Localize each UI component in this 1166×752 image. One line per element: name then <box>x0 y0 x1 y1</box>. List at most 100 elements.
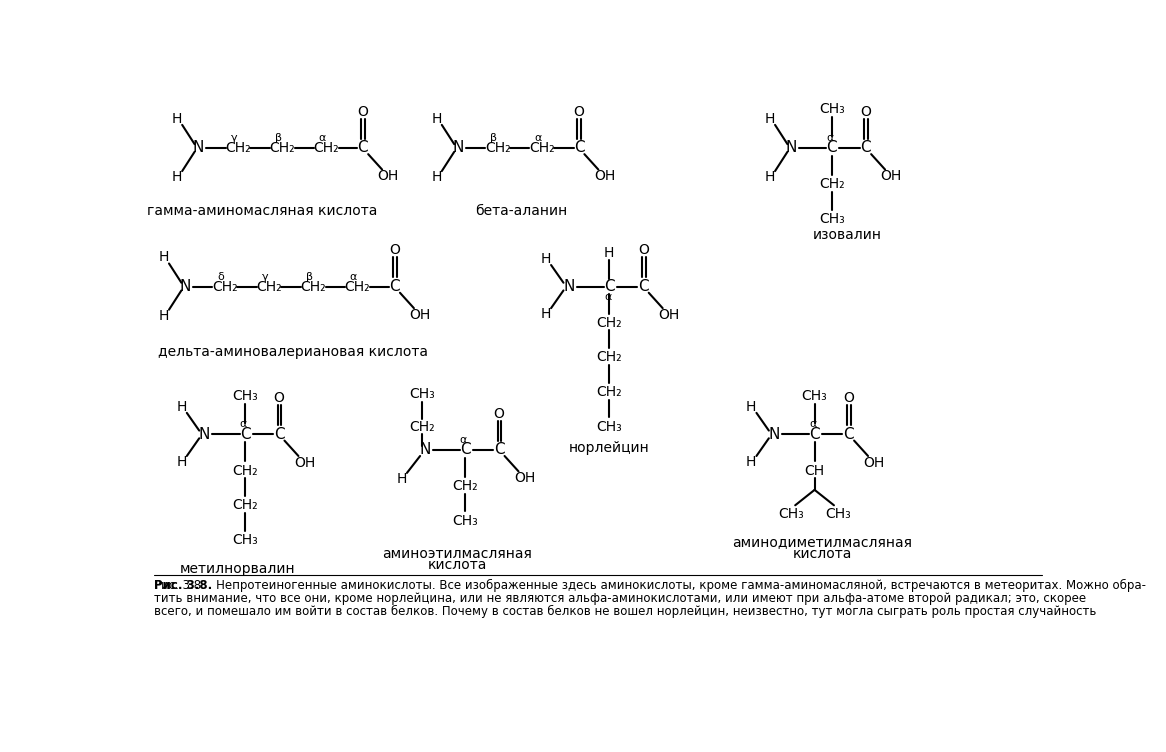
Text: β: β <box>275 133 282 143</box>
Text: γ: γ <box>231 133 238 143</box>
Text: α: α <box>459 435 468 445</box>
Text: H: H <box>746 455 757 469</box>
Text: Рис. 3.8.: Рис. 3.8. <box>154 579 212 592</box>
Text: CH₃: CH₃ <box>826 507 851 520</box>
Text: CH₃: CH₃ <box>596 420 623 434</box>
Text: H: H <box>176 455 187 469</box>
Text: CH: CH <box>805 464 824 478</box>
Text: O: O <box>274 391 285 405</box>
Text: β: β <box>305 271 312 281</box>
Text: α: α <box>604 292 611 302</box>
Text: H: H <box>171 170 182 184</box>
Text: H: H <box>746 400 757 414</box>
Text: OH: OH <box>659 308 680 322</box>
Text: CH₂: CH₂ <box>452 479 478 493</box>
Text: N: N <box>180 279 191 294</box>
Text: всего, и помешало им войти в состав белков. Почему в состав белков не вошел норл: всего, и помешало им войти в состав белк… <box>154 605 1096 618</box>
Text: H: H <box>765 112 775 126</box>
Text: аминоэтилмасляная: аминоэтилмасляная <box>382 547 532 561</box>
Text: H: H <box>541 252 550 266</box>
Text: H: H <box>765 170 775 184</box>
Text: метилнорвалин: метилнорвалин <box>180 562 295 576</box>
Text: изовалин: изовалин <box>813 228 881 242</box>
Text: α: α <box>827 133 834 143</box>
Text: бета-аланин: бета-аланин <box>476 204 568 218</box>
Text: N: N <box>786 141 798 156</box>
Text: CH₃: CH₃ <box>819 212 844 226</box>
Text: N: N <box>452 141 464 156</box>
Text: CH₂: CH₂ <box>232 464 258 478</box>
Text: C: C <box>604 279 614 294</box>
Text: C: C <box>459 442 470 457</box>
Text: CH₂: CH₂ <box>596 350 621 365</box>
Text: аминодиметилмасляная: аминодиметилмасляная <box>732 535 912 549</box>
Text: Рис. 3.8.   Непротеиногенные аминокислоты. Все изображенные здесь аминокислоты, : Рис. 3.8. Непротеиногенные аминокислоты.… <box>154 579 1145 592</box>
Text: C: C <box>827 141 837 156</box>
Text: норлейцин: норлейцин <box>569 441 649 455</box>
Text: N: N <box>563 279 575 294</box>
Text: C: C <box>638 279 648 294</box>
Text: кислота: кислота <box>428 558 487 572</box>
Text: C: C <box>389 279 400 294</box>
Text: CH₂: CH₂ <box>596 316 621 330</box>
Text: CH₂: CH₂ <box>232 499 258 512</box>
Text: H: H <box>176 400 187 414</box>
Text: H: H <box>171 112 182 126</box>
Text: OH: OH <box>378 169 399 183</box>
Text: OH: OH <box>409 308 430 322</box>
Text: CH₂: CH₂ <box>529 141 555 155</box>
Text: C: C <box>240 427 251 442</box>
Text: C: C <box>843 427 854 442</box>
Text: β: β <box>490 133 497 143</box>
Text: O: O <box>861 105 871 119</box>
Text: α: α <box>534 133 541 143</box>
Text: CH₃: CH₃ <box>409 387 435 402</box>
Text: H: H <box>159 309 169 323</box>
Text: гамма-аминомасляная кислота: гамма-аминомасляная кислота <box>147 204 377 218</box>
Text: CH₂: CH₂ <box>269 141 295 155</box>
Text: CH₂: CH₂ <box>344 280 370 293</box>
Text: H: H <box>604 246 614 259</box>
Text: CH₃: CH₃ <box>802 389 828 403</box>
Text: OH: OH <box>294 456 315 470</box>
Text: CH₂: CH₂ <box>409 420 435 434</box>
Text: C: C <box>494 442 505 457</box>
Text: кислота: кислота <box>793 547 852 561</box>
Text: CH₃: CH₃ <box>232 533 258 547</box>
Text: CH₃: CH₃ <box>452 514 478 528</box>
Text: γ: γ <box>262 271 268 281</box>
Text: CH₂: CH₂ <box>257 280 282 293</box>
Text: N: N <box>192 141 204 156</box>
Text: CH₂: CH₂ <box>225 141 251 155</box>
Text: H: H <box>431 112 442 126</box>
Text: α: α <box>809 420 816 429</box>
Text: α: α <box>318 133 326 143</box>
Text: O: O <box>843 391 855 405</box>
Text: CH₃: CH₃ <box>819 102 844 117</box>
Text: C: C <box>274 427 285 442</box>
Text: O: O <box>638 244 648 257</box>
Text: OH: OH <box>514 472 535 485</box>
Text: α: α <box>350 271 357 281</box>
Text: CH₂: CH₂ <box>314 141 339 155</box>
Text: O: O <box>574 105 584 119</box>
Text: CH₃: CH₃ <box>779 507 805 520</box>
Text: N: N <box>199 427 210 442</box>
Text: CH₂: CH₂ <box>212 280 238 293</box>
Text: CH₃: CH₃ <box>232 389 258 403</box>
Text: OH: OH <box>864 456 885 470</box>
Text: O: O <box>493 407 505 420</box>
Text: H: H <box>396 472 407 486</box>
Text: дельта-аминовалериановая кислота: дельта-аминовалериановая кислота <box>159 345 428 359</box>
Text: OH: OH <box>880 169 902 183</box>
Text: C: C <box>809 427 820 442</box>
Text: N: N <box>768 427 780 442</box>
Text: C: C <box>574 141 584 156</box>
Text: CH₂: CH₂ <box>301 280 326 293</box>
Text: α: α <box>240 420 247 429</box>
Text: C: C <box>358 141 368 156</box>
Text: CH₂: CH₂ <box>819 177 844 191</box>
Text: C: C <box>861 141 871 156</box>
Text: O: O <box>357 105 368 119</box>
Text: тить внимание, что все они, кроме норлейцина, или не являются альфа-аминокислота: тить внимание, что все они, кроме норлей… <box>154 592 1086 605</box>
